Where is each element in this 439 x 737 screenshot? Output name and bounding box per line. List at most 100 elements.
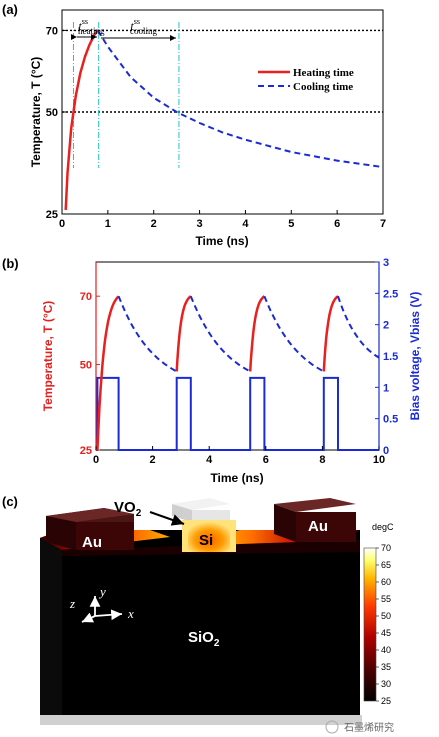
vo2-label: VO2 <box>114 499 142 519</box>
right-tick-label-3: 3 <box>383 257 389 269</box>
heating-curve-3 <box>248 295 266 372</box>
left-tick-label-50: 50 <box>80 360 92 372</box>
x-axis-letter: x <box>127 606 134 621</box>
right-tick-label-1.5: 1.5 <box>383 351 398 363</box>
x-tick-label-1: 1 <box>105 218 111 230</box>
colorbar-tick-label-35: 35 <box>381 662 391 672</box>
panel-a: (a) 0 1 2 3 4 5 6 7 25 50 70 Time (ns) Temperatur… <box>2 2 386 248</box>
cooling-curve-4 <box>337 295 380 359</box>
series-heating-time <box>64 29 99 210</box>
watermark-icon <box>325 720 339 734</box>
x-tick-label-6: 6 <box>263 454 269 466</box>
y-tick-label-25: 25 <box>46 209 58 221</box>
y-tick-label-70: 70 <box>46 25 58 37</box>
x-tick-label-0: 0 <box>93 454 99 466</box>
right-tick-label-2.5: 2.5 <box>383 288 398 300</box>
panel-a-y-axis-title: Temperature, T (°C) <box>29 57 43 168</box>
panel-a-reference-lines <box>62 29 383 113</box>
vo2-front <box>192 510 230 522</box>
panel-b-x-ticks: 0 2 4 6 8 10 <box>93 446 385 466</box>
coordinate-axes: y x z <box>69 584 134 623</box>
cooling-curve-2 <box>189 295 251 373</box>
cooling-curve-1 <box>117 295 178 373</box>
x-tick-label-7: 7 <box>380 218 386 230</box>
right-tick-label-0: 0 <box>383 445 389 457</box>
cooling-curve-3 <box>263 295 325 373</box>
panel-b: (b) 0 2 4 6 8 10 25 50 70 0 0.5 1 1.5 2 2.5 3 Time (n… <box>2 256 422 485</box>
panel-b-label: (b) <box>2 256 19 271</box>
panel-c-label: (c) <box>2 494 18 509</box>
colorbar-title: degC <box>372 522 394 532</box>
panel-c: (c) Au Au Si VO2 SiO2 <box>2 494 394 734</box>
colorbar-tick-label-70: 70 <box>381 543 391 553</box>
legend-heating-label: Heating time <box>293 67 354 79</box>
au-right-label: Au <box>308 518 328 535</box>
panel-b-right-axis-title: Bias voltage, Vbias (V) <box>408 292 422 421</box>
vo2-arrow <box>149 511 185 526</box>
panel-a-y-ticks: 25 50 70 <box>46 25 66 221</box>
colorbar-tick-label-40: 40 <box>381 645 391 655</box>
au-left-front <box>76 522 134 550</box>
left-tick-label-70: 70 <box>80 291 92 303</box>
panel-a-legend: Heating time Cooling time <box>258 67 354 93</box>
x-tick-label-2: 2 <box>151 218 157 230</box>
colorbar <box>363 547 377 702</box>
x-tick-label-5: 5 <box>288 218 294 230</box>
series-bias-voltage <box>96 376 379 451</box>
colorbar-tick-label-50: 50 <box>381 611 391 621</box>
x-tick-label-4: 4 <box>242 218 249 230</box>
colorbar-tick-label-60: 60 <box>381 577 391 587</box>
watermark-text: 石墨烯研究 <box>344 721 394 734</box>
panel-a-x-axis-title: Time (ns) <box>195 234 248 248</box>
colorbar-tick-label-65: 65 <box>381 560 391 570</box>
x-tick-label-6: 6 <box>334 218 340 230</box>
au-right-side <box>274 504 296 542</box>
sio2-substrate <box>40 530 360 724</box>
panel-b-left-ticks: 25 50 70 <box>80 291 100 457</box>
z-axis-arrow <box>81 612 96 623</box>
colorbar-ticks: 25 30 35 40 45 50 55 60 65 70 <box>376 543 391 706</box>
au-left-label: Au <box>82 534 102 551</box>
right-tick-label-1: 1 <box>383 382 389 394</box>
x-tick-label-0: 0 <box>59 218 65 230</box>
au-right-top-face <box>274 498 356 512</box>
colorbar-tick-label-25: 25 <box>381 696 391 706</box>
si-label: Si <box>199 532 213 549</box>
panel-b-right-ticks: 0 0.5 1 1.5 2 2.5 3 <box>375 257 398 457</box>
panel-a-series <box>64 29 384 210</box>
colorbar-tick-label-55: 55 <box>381 594 391 604</box>
heating-curve-4 <box>322 295 339 372</box>
right-tick-label-0.5: 0.5 <box>383 414 398 426</box>
x-tick-label-4: 4 <box>206 454 213 466</box>
y-tick-label-50: 50 <box>46 107 58 119</box>
y-axis-letter: y <box>98 584 106 599</box>
colorbar-tick-label-30: 30 <box>381 679 391 689</box>
au-left-side <box>46 516 76 550</box>
watermark: 石墨烯研究 <box>325 720 394 734</box>
panel-b-frame <box>95 261 380 451</box>
au-left-top-face <box>46 508 134 522</box>
au-right-front <box>296 512 356 542</box>
panel-a-x-ticks: 0 1 2 3 4 5 6 7 <box>59 210 386 230</box>
panel-b-x-axis-title: Time (ns) <box>210 471 263 485</box>
panel-b-left-axis-title: Temperature, T (°C) <box>41 301 55 412</box>
colorbar-tick-label-45: 45 <box>381 628 391 638</box>
left-tick-label-25: 25 <box>80 445 92 457</box>
right-tick-label-2: 2 <box>383 320 389 332</box>
annotation-t-cooling: tss cooling <box>130 17 157 36</box>
x-tick-label-2: 2 <box>150 454 156 466</box>
substrate-bottom-edge <box>40 715 362 725</box>
vo2-top-face <box>172 498 230 510</box>
x-axis-arrow <box>94 609 123 621</box>
series-cooling-time <box>96 29 384 169</box>
panel-a-label: (a) <box>2 2 18 17</box>
z-axis-letter: z <box>69 596 75 611</box>
legend-cooling-label: Cooling time <box>293 81 353 93</box>
si-pillar <box>188 522 230 552</box>
heating-curve-2 <box>175 295 192 372</box>
x-tick-label-8: 8 <box>319 454 325 466</box>
panel-b-series <box>96 295 380 451</box>
sio2-label: SiO2 <box>188 629 220 649</box>
x-tick-label-10: 10 <box>373 454 385 466</box>
